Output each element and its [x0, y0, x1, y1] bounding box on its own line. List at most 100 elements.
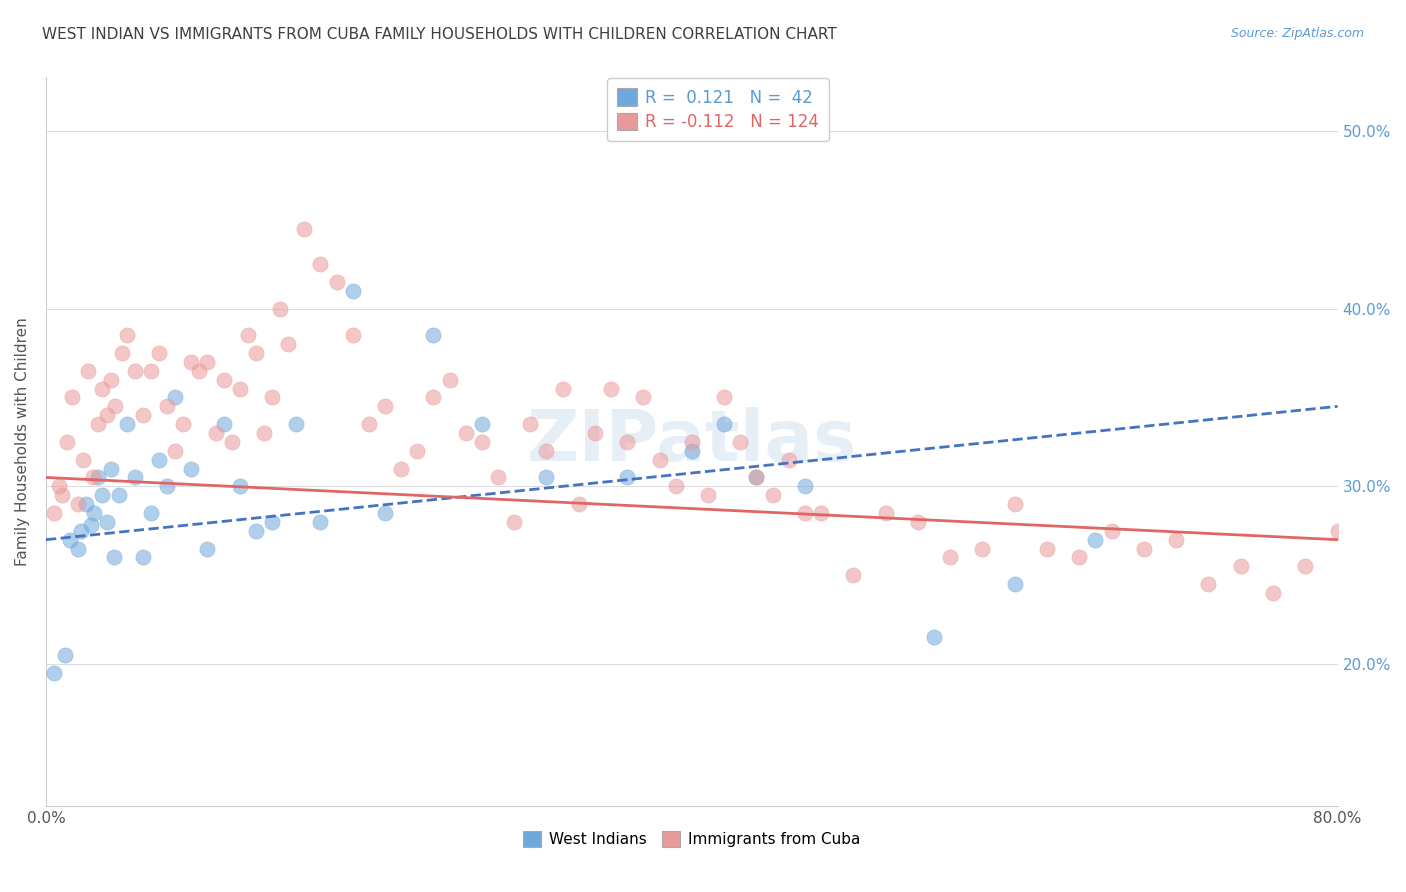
- Point: [292, 221, 315, 235]
- Point: [77, 364, 100, 378]
- Point: [1036, 541, 1059, 556]
- Point: [972, 541, 994, 556]
- Point: [374, 400, 396, 414]
- Point: [212, 417, 235, 431]
- Point: [1229, 559, 1251, 574]
- Point: [761, 488, 783, 502]
- Point: [600, 382, 623, 396]
- Point: [1101, 524, 1123, 538]
- Point: [1261, 586, 1284, 600]
- Point: [197, 355, 219, 369]
- Point: [86, 470, 108, 484]
- Text: WEST INDIAN VS IMMIGRANTS FROM CUBA FAMILY HOUSEHOLDS WITH CHILDREN CORRELATION : WEST INDIAN VS IMMIGRANTS FROM CUBA FAMI…: [42, 27, 837, 42]
- Point: [793, 479, 815, 493]
- Point: [439, 373, 461, 387]
- Point: [1326, 524, 1348, 538]
- Point: [180, 355, 202, 369]
- Point: [633, 391, 655, 405]
- Point: [471, 417, 494, 431]
- Point: [1004, 577, 1026, 591]
- Point: [103, 550, 125, 565]
- Point: [148, 452, 170, 467]
- Point: [422, 391, 444, 405]
- Point: [1084, 533, 1107, 547]
- Point: [616, 470, 638, 484]
- Point: [342, 284, 364, 298]
- Point: [156, 479, 179, 493]
- Point: [96, 515, 118, 529]
- Point: [221, 434, 243, 449]
- Point: [922, 631, 945, 645]
- Point: [245, 346, 267, 360]
- Point: [180, 461, 202, 475]
- Point: [236, 328, 259, 343]
- Point: [486, 470, 509, 484]
- Point: [1358, 533, 1381, 547]
- Point: [389, 461, 412, 475]
- Point: [132, 409, 155, 423]
- Point: [357, 417, 380, 431]
- Point: [536, 470, 558, 484]
- Point: [139, 506, 162, 520]
- Point: [165, 391, 187, 405]
- Point: [681, 443, 703, 458]
- Point: [1133, 541, 1156, 556]
- Point: [907, 515, 929, 529]
- Point: [132, 550, 155, 565]
- Point: [406, 443, 429, 458]
- Point: [810, 506, 832, 520]
- Point: [342, 328, 364, 343]
- Point: [228, 479, 250, 493]
- Point: [713, 391, 735, 405]
- Point: [648, 452, 671, 467]
- Point: [72, 452, 94, 467]
- Point: [260, 515, 283, 529]
- Point: [277, 337, 299, 351]
- Point: [374, 506, 396, 520]
- Point: [1069, 550, 1091, 565]
- Point: [80, 518, 103, 533]
- Point: [48, 479, 70, 493]
- Point: [100, 373, 122, 387]
- Point: [53, 648, 76, 663]
- Point: [82, 470, 104, 484]
- Point: [422, 328, 444, 343]
- Point: [1198, 577, 1220, 591]
- Point: [519, 417, 541, 431]
- Point: [67, 497, 90, 511]
- Point: [616, 434, 638, 449]
- Point: [260, 391, 283, 405]
- Point: [471, 434, 494, 449]
- Point: [107, 488, 129, 502]
- Text: Source: ZipAtlas.com: Source: ZipAtlas.com: [1230, 27, 1364, 40]
- Point: [104, 400, 127, 414]
- Point: [86, 417, 108, 431]
- Point: [245, 524, 267, 538]
- Point: [212, 373, 235, 387]
- Point: [115, 417, 138, 431]
- Point: [91, 488, 114, 502]
- Point: [56, 434, 79, 449]
- Point: [939, 550, 962, 565]
- Point: [148, 346, 170, 360]
- Point: [83, 506, 105, 520]
- Point: [42, 666, 65, 681]
- Point: [1166, 533, 1188, 547]
- Point: [124, 470, 146, 484]
- Point: [156, 400, 179, 414]
- Point: [91, 382, 114, 396]
- Point: [793, 506, 815, 520]
- Point: [42, 506, 65, 520]
- Legend: West Indians, Immigrants from Cuba: West Indians, Immigrants from Cuba: [517, 825, 866, 854]
- Point: [681, 434, 703, 449]
- Point: [172, 417, 194, 431]
- Point: [67, 541, 90, 556]
- Point: [875, 506, 897, 520]
- Point: [269, 301, 291, 316]
- Point: [1004, 497, 1026, 511]
- Point: [503, 515, 526, 529]
- Point: [124, 364, 146, 378]
- Point: [697, 488, 720, 502]
- Point: [583, 425, 606, 440]
- Point: [551, 382, 574, 396]
